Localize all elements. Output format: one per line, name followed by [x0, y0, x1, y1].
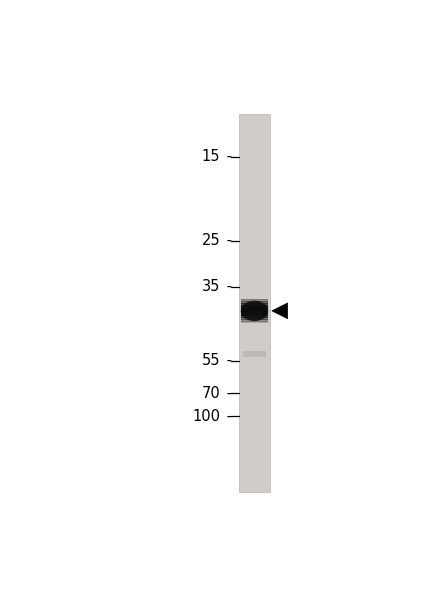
Bar — [241, 315, 268, 316]
Text: 35: 35 — [202, 280, 220, 295]
Bar — [241, 313, 268, 314]
Text: -: - — [222, 233, 232, 248]
Bar — [241, 318, 268, 319]
Text: -: - — [222, 353, 232, 368]
Bar — [241, 319, 268, 320]
Text: 70: 70 — [201, 386, 220, 401]
Bar — [241, 320, 268, 321]
Bar — [241, 302, 268, 303]
Text: -: - — [222, 149, 232, 164]
Bar — [241, 309, 268, 310]
Bar — [241, 306, 268, 307]
Bar — [241, 319, 268, 320]
Bar — [241, 300, 268, 301]
Bar — [241, 314, 268, 315]
Bar — [241, 317, 268, 318]
Bar — [241, 307, 268, 308]
Bar — [241, 302, 268, 303]
Text: -: - — [222, 409, 232, 424]
Bar — [241, 311, 268, 312]
Bar — [241, 301, 268, 302]
Bar — [241, 307, 268, 308]
Text: 55: 55 — [202, 353, 220, 368]
Bar — [241, 308, 268, 309]
Bar — [241, 321, 268, 322]
Text: -: - — [222, 280, 232, 295]
Bar — [241, 308, 268, 309]
Bar — [241, 304, 268, 305]
Ellipse shape — [241, 301, 268, 321]
Text: 100: 100 — [192, 409, 220, 424]
Bar — [241, 310, 268, 311]
Bar — [241, 306, 268, 307]
Bar — [241, 300, 268, 301]
Bar — [241, 322, 268, 323]
Bar — [241, 312, 268, 313]
Bar — [241, 320, 268, 321]
Bar — [241, 316, 268, 317]
Bar — [241, 313, 268, 314]
Bar — [241, 299, 268, 300]
Polygon shape — [272, 303, 288, 319]
Bar — [243, 351, 266, 356]
Bar — [241, 305, 268, 306]
Bar — [241, 318, 268, 319]
Bar — [241, 312, 268, 313]
Bar — [241, 301, 268, 302]
Bar — [241, 303, 268, 304]
Text: 25: 25 — [201, 233, 220, 248]
Bar — [241, 314, 268, 315]
Bar — [239, 113, 270, 493]
Text: 15: 15 — [202, 149, 220, 164]
Text: -: - — [222, 386, 232, 401]
